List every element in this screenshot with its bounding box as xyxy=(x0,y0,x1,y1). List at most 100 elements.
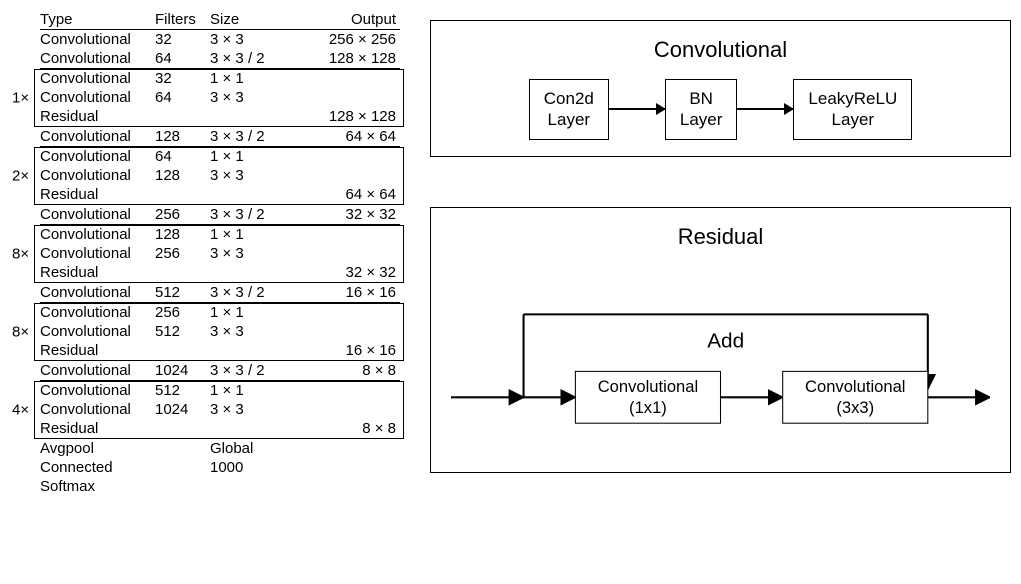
res-node1-l1: Convolutional xyxy=(598,377,698,396)
th-output: Output xyxy=(290,10,400,30)
cell-output: 8 × 8 xyxy=(290,361,400,381)
table-row: Convolutional1283 × 3 xyxy=(40,166,400,185)
cell-type: Convolutional xyxy=(40,283,155,303)
cell-output: 32 × 32 xyxy=(290,205,400,225)
table-row: Convolutional643 × 3 xyxy=(40,88,400,107)
cell-size: 3 × 3 / 2 xyxy=(210,49,290,69)
cell-type: Convolutional xyxy=(40,400,155,419)
group-multiplier-label: 8× xyxy=(12,323,29,340)
cell-filters: 1024 xyxy=(155,361,210,381)
table-row: Convolutional5121 × 1 xyxy=(40,381,400,401)
cell-output xyxy=(290,477,400,496)
cell-output xyxy=(290,381,400,401)
cell-type: Residual xyxy=(40,341,155,361)
cell-size: 1 × 1 xyxy=(210,225,290,245)
cell-filters: 64 xyxy=(155,147,210,167)
table-row: Connected1000 xyxy=(40,458,400,477)
cell-output xyxy=(290,225,400,245)
cell-type: Convolutional xyxy=(40,244,155,263)
table-row: Convolutional1283 × 3 / 264 × 64 xyxy=(40,127,400,147)
cell-filters xyxy=(155,185,210,205)
cell-size: 1 × 1 xyxy=(210,69,290,89)
cell-output: 64 × 64 xyxy=(290,185,400,205)
cell-type: Convolutional xyxy=(40,166,155,185)
cell-type: Convolutional xyxy=(40,303,155,323)
table-row: Convolutional10243 × 3 xyxy=(40,400,400,419)
cell-size xyxy=(210,107,290,127)
add-label: Add xyxy=(707,329,744,352)
cell-size xyxy=(210,419,290,439)
table-row: AvgpoolGlobal xyxy=(40,439,400,459)
th-size: Size xyxy=(210,10,290,30)
cell-output xyxy=(290,166,400,185)
cell-output: 128 × 128 xyxy=(290,49,400,69)
cell-filters: 128 xyxy=(155,225,210,245)
cell-output xyxy=(290,88,400,107)
group-multiplier-label: 8× xyxy=(12,245,29,262)
cell-type: Convolutional xyxy=(40,69,155,89)
cell-size: 3 × 3 xyxy=(210,166,290,185)
cell-size: 3 × 3 xyxy=(210,88,290,107)
cell-filters: 64 xyxy=(155,88,210,107)
conv-node-bn: BNLayer xyxy=(665,79,738,140)
convolutional-diagram: Convolutional Con2dLayer BNLayer LeakyRe… xyxy=(430,20,1011,157)
table-row: Convolutional2563 × 3 xyxy=(40,244,400,263)
table-row: Convolutional10243 × 3 / 28 × 8 xyxy=(40,361,400,381)
arrow-icon xyxy=(737,108,793,110)
cell-output: 16 × 16 xyxy=(290,283,400,303)
table-row: Convolutional5123 × 3 xyxy=(40,322,400,341)
cell-filters: 512 xyxy=(155,322,210,341)
cell-filters: 256 xyxy=(155,205,210,225)
cell-size: 3 × 3 xyxy=(210,322,290,341)
cell-filters: 1024 xyxy=(155,400,210,419)
cell-size: 3 × 3 xyxy=(210,400,290,419)
table-row: Residual 64 × 64 xyxy=(40,185,400,205)
cell-type: Residual xyxy=(40,419,155,439)
cell-size: 3 × 3 xyxy=(210,30,290,50)
cell-output xyxy=(290,439,400,459)
residual-title: Residual xyxy=(451,224,990,250)
cell-output xyxy=(290,322,400,341)
cell-output xyxy=(290,147,400,167)
cell-size xyxy=(210,263,290,283)
cell-filters: 128 xyxy=(155,127,210,147)
table-row: Convolutional2561 × 1 xyxy=(40,303,400,323)
cell-type: Softmax xyxy=(40,477,155,496)
cell-type: Residual xyxy=(40,263,155,283)
cell-output: 64 × 64 xyxy=(290,127,400,147)
cell-size xyxy=(210,477,290,496)
cell-output xyxy=(290,69,400,89)
cell-size: 1 × 1 xyxy=(210,381,290,401)
cell-type: Convolutional xyxy=(40,361,155,381)
conv-flow: Con2dLayer BNLayer LeakyReLULayer xyxy=(451,79,990,140)
group-multiplier-label: 2× xyxy=(12,167,29,184)
cell-filters xyxy=(155,419,210,439)
cell-output: 16 × 16 xyxy=(290,341,400,361)
cell-type: Convolutional xyxy=(40,322,155,341)
table-row: Convolutional1281 × 1 xyxy=(40,225,400,245)
cell-filters xyxy=(155,458,210,477)
cell-filters xyxy=(155,341,210,361)
table-row: Convolutional643 × 3 / 2128 × 128 xyxy=(40,49,400,69)
conv-title: Convolutional xyxy=(451,37,990,63)
cell-type: Residual xyxy=(40,185,155,205)
cell-type: Residual xyxy=(40,107,155,127)
table-row: Convolutional5123 × 3 / 216 × 16 xyxy=(40,283,400,303)
res-node2-l2: (3x3) xyxy=(836,397,874,416)
cell-output xyxy=(290,303,400,323)
cell-filters: 256 xyxy=(155,244,210,263)
cell-output xyxy=(290,400,400,419)
cell-size: 3 × 3 / 2 xyxy=(210,127,290,147)
conv-node-leakyrelu: LeakyReLULayer xyxy=(793,79,912,140)
cell-type: Connected xyxy=(40,458,155,477)
cell-filters: 256 xyxy=(155,303,210,323)
cell-size: 3 × 3 xyxy=(210,244,290,263)
cell-output: 8 × 8 xyxy=(290,419,400,439)
architecture-table: Type Filters Size Output Convolutional32… xyxy=(40,10,400,496)
cell-type: Convolutional xyxy=(40,30,155,50)
cell-filters xyxy=(155,439,210,459)
cell-filters: 32 xyxy=(155,69,210,89)
group-multiplier-label: 4× xyxy=(12,401,29,418)
cell-type: Convolutional xyxy=(40,381,155,401)
cell-filters: 512 xyxy=(155,381,210,401)
